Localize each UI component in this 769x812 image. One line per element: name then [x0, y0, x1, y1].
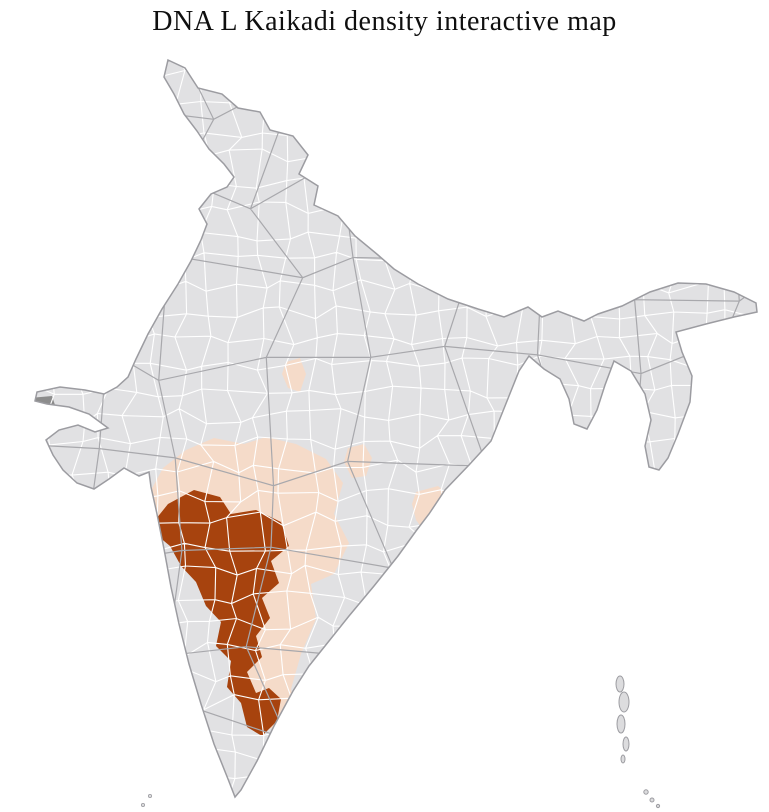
island[interactable] [622, 736, 630, 752]
island[interactable] [643, 789, 649, 795]
region-district-bastar-gray[interactable] [488, 444, 526, 478]
lakshadweep-islands[interactable] [140, 794, 152, 808]
island[interactable] [620, 754, 626, 764]
page-title: DNA L Kaikadi density interactive map [152, 6, 617, 37]
island[interactable] [140, 803, 145, 808]
region-low-density-madhya[interactable] [282, 358, 306, 392]
island[interactable] [649, 797, 655, 803]
island[interactable] [616, 714, 626, 734]
andaman-nicobar-islands[interactable] [615, 675, 661, 809]
island[interactable] [655, 803, 661, 809]
island[interactable] [147, 794, 152, 799]
island[interactable] [618, 691, 630, 713]
island[interactable] [615, 675, 625, 693]
